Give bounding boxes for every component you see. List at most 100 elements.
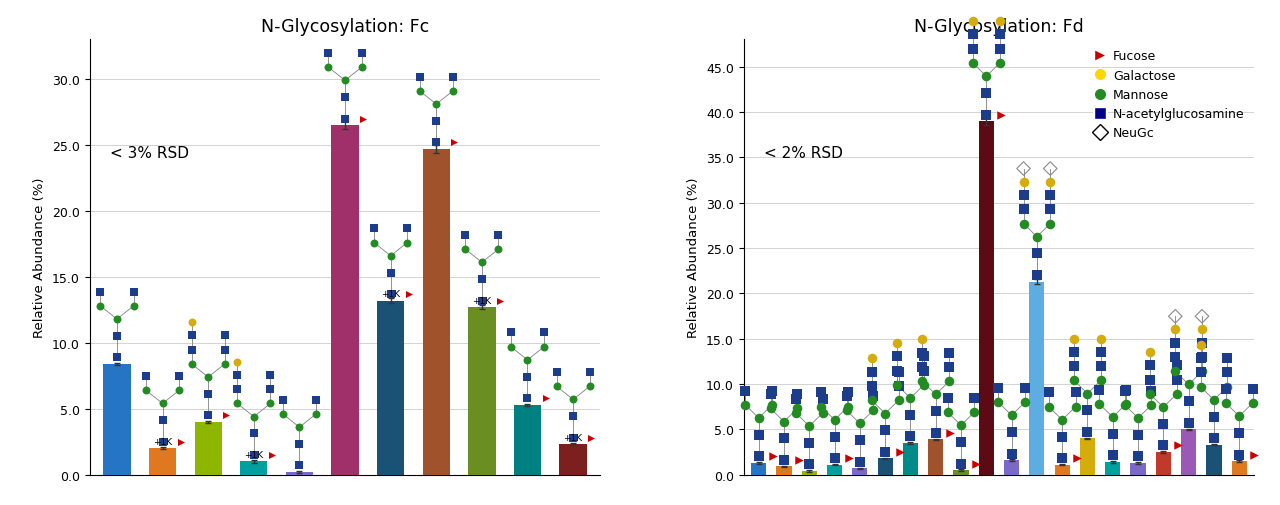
Point	[1128, 452, 1148, 461]
Point	[1190, 355, 1211, 363]
Point	[786, 395, 806, 403]
Point	[227, 358, 247, 366]
Point	[1190, 369, 1211, 377]
Point	[215, 331, 236, 339]
Point	[1153, 441, 1174, 449]
Point	[799, 422, 819, 430]
Point	[1066, 454, 1087, 462]
Point	[963, 60, 983, 68]
Point	[850, 436, 870, 444]
Point	[799, 439, 819, 447]
Point	[1091, 348, 1111, 356]
Point	[1115, 387, 1135, 395]
Point	[1102, 451, 1123, 460]
Point	[152, 416, 173, 424]
Point	[762, 387, 782, 395]
Bar	[241, 462, 268, 475]
Point	[443, 73, 463, 81]
Point	[941, 429, 961, 437]
Text: < 3% RSD: < 3% RSD	[110, 145, 189, 161]
Point	[913, 349, 933, 357]
Point	[850, 458, 870, 466]
Point	[1166, 376, 1187, 384]
Point	[1179, 419, 1199, 427]
Point	[1128, 414, 1148, 422]
Point	[1027, 233, 1047, 241]
Point	[836, 392, 856, 400]
Point	[1014, 220, 1034, 228]
Point	[1165, 368, 1185, 376]
Point	[106, 332, 127, 340]
Point	[1165, 339, 1185, 347]
Point	[989, 31, 1010, 39]
Point	[471, 276, 492, 284]
Point	[260, 385, 280, 393]
Point	[1014, 165, 1034, 173]
Point	[198, 373, 219, 381]
Point	[900, 411, 920, 419]
Point	[216, 412, 237, 420]
Point	[988, 398, 1009, 407]
Bar	[332, 126, 358, 475]
Point	[547, 368, 567, 376]
Point	[364, 225, 384, 233]
Point	[1102, 413, 1123, 421]
Point	[380, 252, 401, 260]
Point	[786, 409, 806, 417]
Point	[444, 139, 465, 147]
Point	[977, 111, 997, 119]
Bar	[1055, 465, 1070, 475]
Point	[227, 399, 247, 408]
Point	[152, 399, 173, 408]
Point	[1192, 353, 1212, 361]
Point	[351, 49, 371, 58]
Point	[900, 394, 920, 402]
Point	[1091, 362, 1111, 370]
Point	[863, 392, 883, 400]
Text: +1K: +1K	[472, 296, 492, 306]
Point	[813, 409, 833, 417]
Bar	[513, 405, 541, 475]
Point	[813, 395, 833, 403]
Bar	[751, 463, 767, 475]
Point	[581, 434, 602, 442]
Point	[965, 460, 986, 468]
Point	[471, 297, 492, 305]
Title: N-Glycosylation: Fd: N-Glycosylation: Fd	[914, 18, 1084, 36]
Point	[535, 394, 556, 402]
Y-axis label: Relative Abundance (%): Relative Abundance (%)	[33, 177, 46, 338]
Point	[914, 352, 934, 361]
Point	[937, 394, 957, 402]
Point	[335, 77, 356, 85]
Bar	[801, 471, 817, 475]
Point	[1041, 178, 1061, 186]
Point	[1038, 388, 1059, 396]
Bar	[422, 149, 451, 475]
Point	[1089, 386, 1110, 394]
Point	[1216, 385, 1236, 393]
Point	[563, 395, 584, 403]
Point	[289, 440, 310, 448]
Point	[500, 329, 521, 337]
Point	[963, 45, 983, 54]
Point	[964, 394, 984, 402]
Point	[787, 405, 808, 413]
Point	[260, 399, 280, 408]
Point	[260, 371, 280, 379]
Point	[963, 18, 983, 26]
Bar	[1130, 463, 1146, 475]
Point	[887, 367, 908, 375]
Point	[1216, 399, 1236, 408]
Point	[824, 416, 845, 424]
Point	[243, 413, 264, 421]
Text: +1K: +1K	[154, 437, 172, 446]
Point	[380, 290, 401, 298]
Point	[136, 372, 156, 380]
Point	[243, 451, 264, 459]
Point	[106, 354, 127, 362]
Point	[887, 381, 908, 389]
Point	[364, 239, 384, 247]
Point	[888, 396, 909, 405]
Point	[749, 431, 769, 439]
Point	[938, 349, 959, 357]
